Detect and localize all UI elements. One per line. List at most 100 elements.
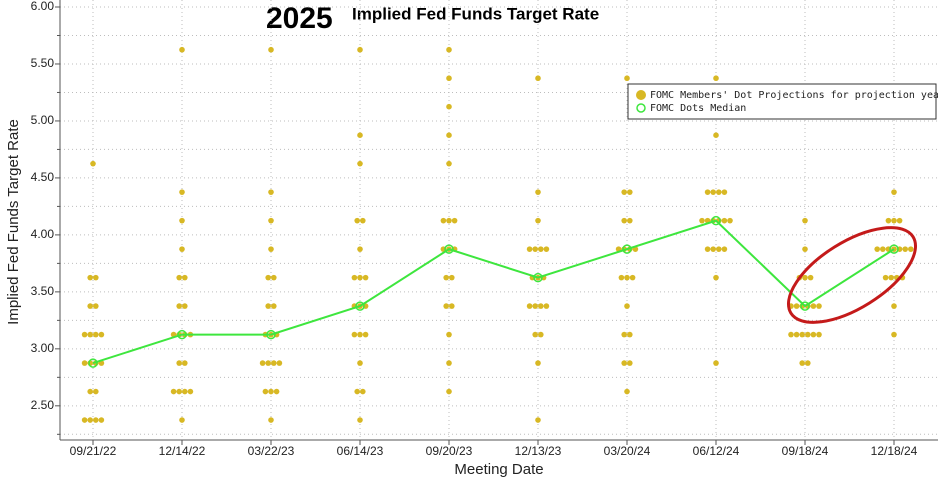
legend-box — [627, 83, 937, 120]
dot — [182, 303, 188, 309]
dot — [802, 246, 808, 252]
plot-area — [60, 0, 938, 440]
y-tick-label: 5.00 — [31, 113, 55, 127]
dot — [882, 274, 889, 281]
dot — [443, 303, 450, 309]
dot — [802, 217, 808, 224]
dot — [810, 331, 817, 338]
dot — [271, 303, 277, 309]
dot — [357, 160, 363, 167]
dot — [810, 303, 817, 309]
dot — [440, 217, 447, 224]
dot — [526, 303, 533, 309]
dot — [362, 331, 369, 338]
y-tick-label: 4.50 — [31, 170, 55, 184]
dot — [535, 189, 541, 195]
dot — [624, 75, 630, 82]
dot — [885, 217, 892, 224]
dot — [713, 360, 719, 366]
dot — [532, 303, 538, 309]
dot — [357, 132, 363, 138]
dot — [98, 417, 105, 423]
dot — [727, 217, 733, 224]
dot — [891, 217, 897, 224]
dot — [187, 388, 194, 395]
dot — [538, 331, 544, 338]
x-tick-label: 06/12/24 — [693, 444, 740, 458]
marks — [81, 46, 914, 423]
y-tick-label: 6.00 — [31, 0, 55, 13]
dot — [87, 388, 93, 395]
dot — [538, 246, 544, 252]
dot — [98, 331, 105, 338]
x-tick-label: 09/21/22 — [70, 444, 117, 458]
dot — [357, 331, 363, 338]
dot — [805, 331, 811, 338]
median-point — [177, 329, 187, 340]
x-tick-label: 06/14/23 — [337, 444, 384, 458]
y-tick-label: 4.00 — [31, 227, 55, 241]
dot — [176, 388, 182, 395]
dot — [446, 46, 452, 53]
dot — [449, 303, 455, 309]
dot — [896, 217, 903, 224]
dot — [446, 132, 452, 138]
dot — [357, 274, 363, 281]
dot — [93, 417, 99, 423]
dot — [699, 217, 705, 224]
dot — [354, 388, 361, 395]
dot — [90, 160, 96, 167]
dot — [93, 274, 99, 281]
dot — [532, 246, 538, 252]
x-tick-label: 03/22/23 — [248, 444, 295, 458]
dot — [624, 274, 630, 281]
dot — [273, 388, 280, 395]
dot — [788, 331, 794, 338]
x-tick-label: 12/18/24 — [871, 444, 918, 458]
dot — [880, 246, 886, 252]
chart-title: 2025 — [266, 2, 333, 35]
dot — [621, 360, 627, 366]
dot — [351, 331, 358, 338]
dot — [182, 360, 188, 366]
dot — [357, 417, 363, 423]
dot — [713, 274, 719, 281]
dot — [276, 360, 283, 366]
dot — [268, 246, 274, 252]
dot — [538, 303, 544, 309]
dot — [259, 360, 266, 366]
dot — [716, 246, 722, 252]
y-tick-label: 3.50 — [31, 284, 55, 298]
dot — [802, 274, 808, 281]
dot — [446, 360, 452, 366]
highlight-ellipse — [786, 226, 918, 324]
dot — [179, 217, 185, 224]
dot — [627, 217, 633, 224]
dot — [621, 217, 627, 224]
dot — [271, 360, 277, 366]
median-point — [444, 244, 454, 254]
dot — [446, 217, 452, 224]
dot — [357, 246, 363, 252]
dot — [799, 331, 805, 338]
dot — [543, 246, 550, 252]
dot — [179, 246, 185, 252]
dot — [805, 360, 811, 366]
dot — [710, 246, 716, 252]
median-line — [92, 219, 895, 365]
x-tick-label: 09/18/24 — [782, 444, 829, 458]
dot — [262, 388, 269, 395]
dot — [799, 360, 805, 366]
legend-swatch — [636, 103, 646, 113]
dot — [81, 360, 88, 366]
dot — [360, 217, 366, 224]
dot — [87, 303, 93, 309]
dot — [446, 388, 452, 395]
dot — [351, 274, 358, 281]
dot — [793, 303, 800, 309]
dot — [268, 217, 274, 224]
dot — [621, 331, 627, 338]
dot — [888, 274, 894, 281]
dot — [446, 160, 452, 167]
dot — [891, 303, 897, 309]
